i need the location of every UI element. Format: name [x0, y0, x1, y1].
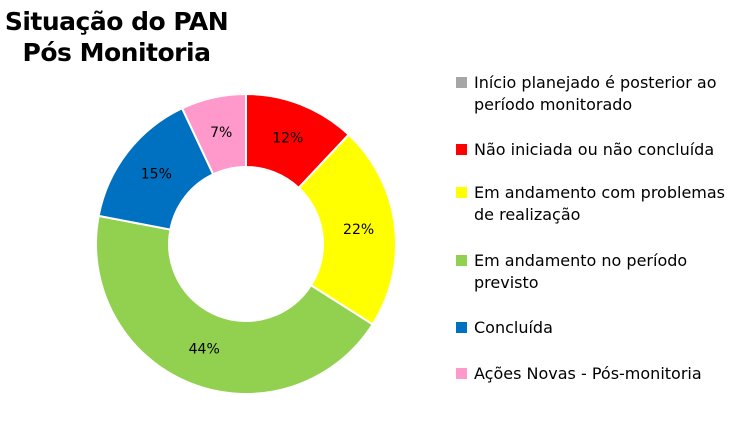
data-label-5: 7% — [210, 125, 232, 141]
legend-swatch-1 — [456, 144, 467, 155]
legend-label-2: Em andamento com problemas de realização — [474, 183, 726, 224]
data-label-2: 22% — [343, 222, 374, 238]
legend-swatch-4 — [456, 322, 467, 333]
legend-swatch-0 — [456, 77, 467, 88]
data-label-3: 44% — [189, 342, 220, 358]
legend-label-4: Concluída — [474, 318, 553, 337]
chart-title-line-2: Pós Monitoria — [22, 38, 211, 67]
donut-slice-2 — [297, 133, 397, 326]
legend-label-0: Início planejado é posterior ao período … — [474, 73, 717, 114]
legend-label-5: Ações Novas - Pós-monitoria — [474, 364, 702, 383]
chart-title: Situação do PAN Pós Monitoria — [4, 6, 229, 68]
data-label-1: 12% — [272, 130, 303, 146]
data-label-4: 15% — [141, 166, 172, 182]
legend-swatch-3 — [456, 255, 467, 266]
donut-slice-3 — [95, 214, 375, 395]
legend-label-1: Não iniciada ou não concluída — [474, 140, 715, 159]
donut-slice-5 — [180, 92, 247, 176]
legend-label-3: Em andamento no período previsto — [474, 251, 688, 292]
legend-swatch-5 — [456, 368, 467, 379]
legend-swatch-2 — [456, 187, 467, 198]
chart-title-line-1: Situação do PAN — [4, 7, 229, 36]
